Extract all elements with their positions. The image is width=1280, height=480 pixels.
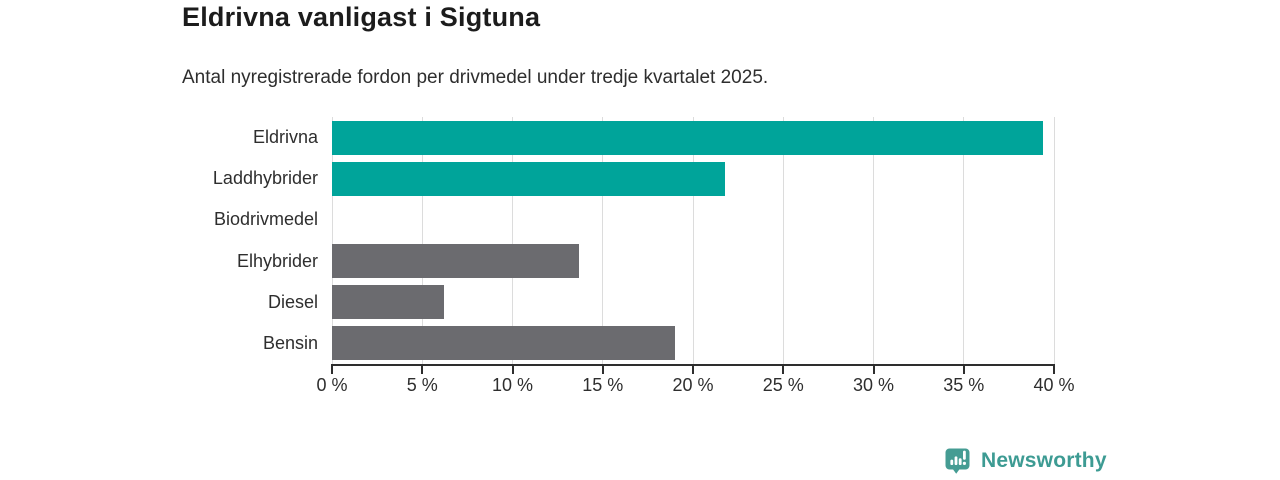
newsworthy-bar-chart-bubble-icon <box>945 448 970 474</box>
axis-tick <box>872 366 875 374</box>
bar-bensin <box>332 326 675 361</box>
axis-tick-label: 10 % <box>491 375 534 395</box>
chart-title: Eldrivna vanligast i Sigtuna <box>182 2 541 32</box>
x-axis-line <box>331 364 1055 366</box>
category-label-diesel: Diesel <box>267 291 318 312</box>
axis-tick <box>692 366 694 374</box>
gridline <box>963 117 965 364</box>
gridline <box>512 117 513 364</box>
chart-subtitle: Antal nyregistrerade fordon per drivmede… <box>182 67 769 88</box>
newsworthy-logo: Newsworthy <box>943 446 1107 476</box>
axis-tick <box>1053 366 1055 374</box>
newsworthy-logo-text: Newsworthy <box>981 449 1107 472</box>
category-label-elhybrider: Elhybrider <box>236 250 318 271</box>
axis-tick <box>421 366 424 374</box>
axis-tick <box>511 366 514 374</box>
gridline <box>331 117 333 364</box>
axis-tick-label: 5 % <box>406 375 438 395</box>
bar-laddhybrider <box>332 161 726 196</box>
bar-eldrivna <box>332 120 1044 155</box>
axis-tick-label: 25 % <box>762 375 804 395</box>
axis-tick-label: 15 % <box>582 375 624 395</box>
x-axis: 0 % 5 % 10 % 15 % 20 % 25 % 30 % 35 % 40 % <box>316 364 1075 404</box>
axis-tick <box>331 366 333 374</box>
axis-tick <box>962 366 965 374</box>
gridline <box>873 117 874 364</box>
category-label-biodrivmedel: Biodrivmedel <box>213 209 318 230</box>
category-label-eldrivna: Eldrivna <box>252 127 318 148</box>
bar-elhybrider <box>332 244 580 279</box>
bar-diesel <box>332 285 444 320</box>
axis-tick-label: 35 % <box>943 375 985 395</box>
gridline <box>421 117 423 364</box>
axis-tick <box>601 366 604 374</box>
gridline <box>692 117 694 364</box>
axis-tick-label: 30 % <box>852 375 895 395</box>
gridline <box>1053 117 1055 364</box>
gridline <box>602 117 604 364</box>
axis-tick <box>782 366 785 374</box>
plot-area <box>331 117 1055 364</box>
category-label-laddhybrider: Laddhybrider <box>212 168 318 189</box>
axis-tick-label: 40 % <box>1033 375 1075 395</box>
category-labels: Eldrivna Laddhybrider Biodrivmedel Elhybrid… <box>0 117 318 364</box>
category-label-bensin: Bensin <box>262 332 318 353</box>
axis-tick-label: 0 % <box>316 375 348 395</box>
gridline <box>782 117 784 364</box>
axis-tick-label: 20 % <box>672 375 714 395</box>
